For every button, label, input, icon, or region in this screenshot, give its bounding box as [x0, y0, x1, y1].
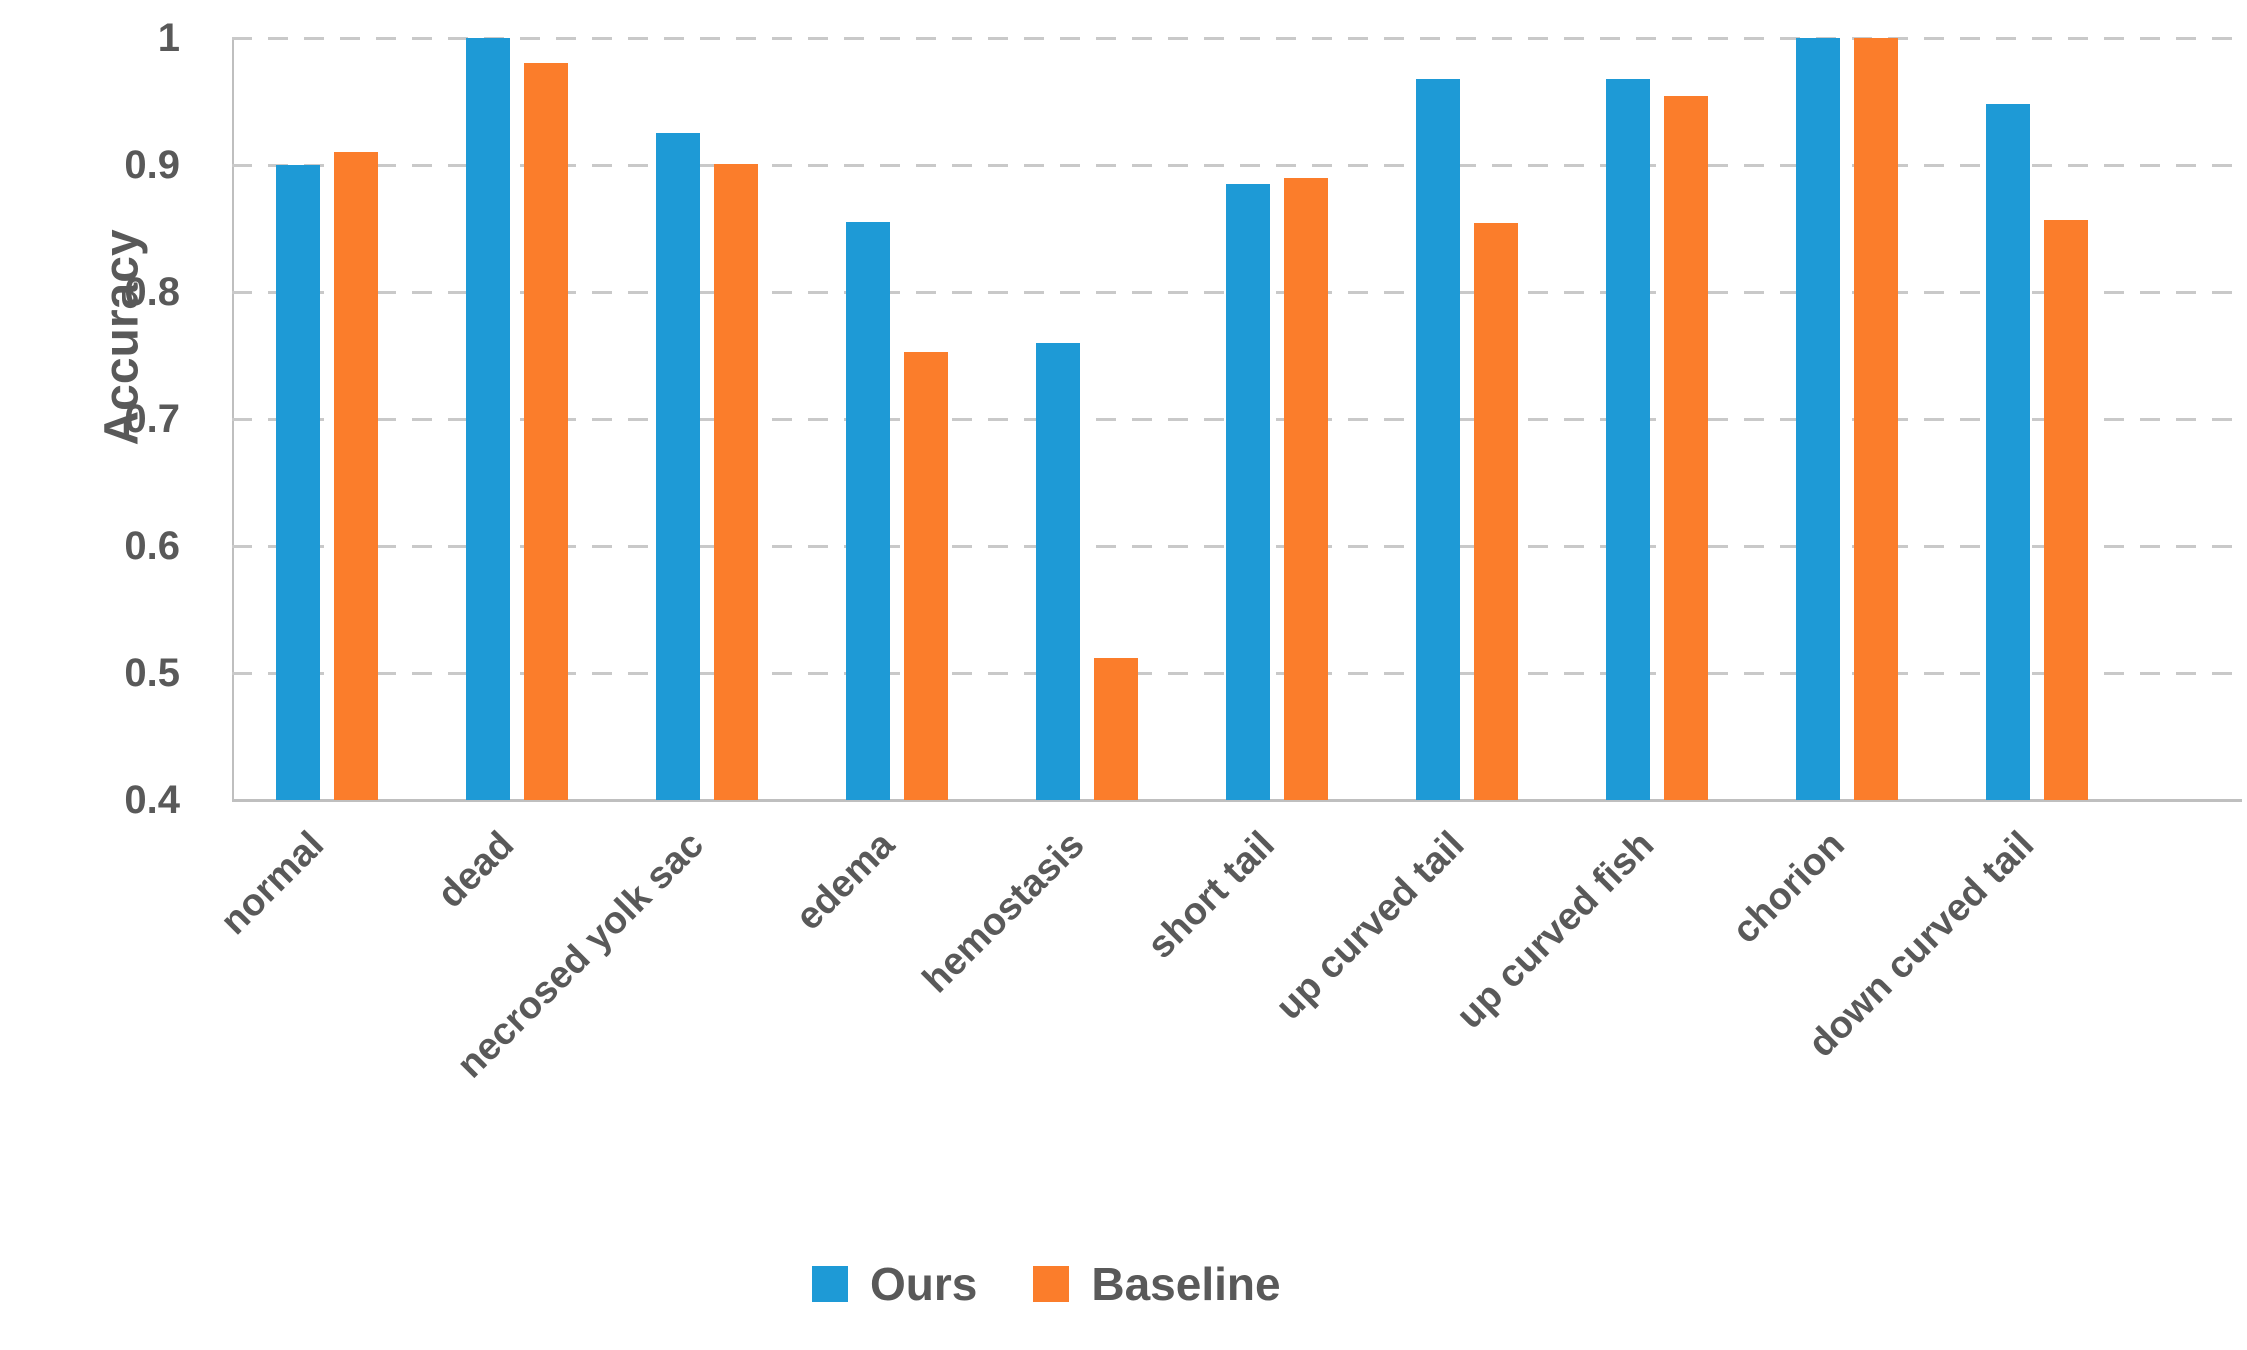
- x-tick-label: short tail: [1139, 823, 1283, 967]
- baseline-color-swatch: [1033, 1266, 1070, 1302]
- bars-area: [232, 38, 2132, 800]
- x-tick-label: up curved tail: [1268, 823, 1473, 1029]
- bar-group: [1942, 38, 2132, 800]
- bar-group: [1752, 38, 1942, 800]
- bar: [1796, 38, 1840, 800]
- bar: [1094, 657, 1138, 800]
- bar: [1854, 38, 1898, 800]
- y-tick-label: 0.7: [124, 397, 180, 441]
- bar: [1606, 78, 1650, 800]
- bar-group: [802, 38, 992, 800]
- y-tick-label: 0.6: [124, 524, 180, 568]
- bar: [1416, 78, 1460, 800]
- x-tick-label: edema: [787, 823, 903, 939]
- gridline: [232, 36, 2242, 40]
- legend-item-baseline: Baseline: [1033, 1258, 1281, 1310]
- bar: [1226, 184, 1270, 800]
- x-tick-label: up curved fish: [1449, 823, 1663, 1038]
- legend-label-baseline: Baseline: [1091, 1258, 1281, 1310]
- y-tick-label: 0.5: [124, 651, 180, 695]
- bar-group: [612, 38, 802, 800]
- x-tick-label: hemostasis: [914, 823, 1093, 1002]
- bar: [904, 351, 948, 800]
- y-tick-label: 1: [157, 16, 180, 60]
- legend-label-ours: Ours: [870, 1258, 978, 1310]
- bar: [276, 165, 320, 800]
- bar: [714, 163, 758, 800]
- x-tick-label: normal: [213, 823, 333, 943]
- bar-group: [1372, 38, 1562, 800]
- bar: [1284, 177, 1328, 800]
- x-tick-label: dead: [429, 823, 523, 917]
- bar: [1986, 104, 2030, 800]
- legend: Ours Baseline: [812, 1258, 1281, 1310]
- bar-group: [422, 38, 612, 800]
- gridline: [232, 163, 2242, 167]
- ours-color-swatch: [812, 1266, 848, 1302]
- bar: [466, 38, 510, 800]
- bar-group: [992, 38, 1182, 800]
- bar: [846, 222, 890, 800]
- bar: [1474, 223, 1518, 800]
- bar: [1036, 342, 1080, 800]
- bar: [2044, 219, 2088, 800]
- legend-item-ours: Ours: [812, 1258, 977, 1310]
- x-tick-label: chorion: [1724, 823, 1853, 952]
- bar: [334, 152, 378, 800]
- bar: [1664, 96, 1708, 800]
- bar-group: [1562, 38, 1752, 800]
- y-tick-label: 0.4: [124, 778, 180, 822]
- x-axis-line: [232, 799, 2242, 802]
- bar: [524, 63, 568, 800]
- bar-group: [232, 38, 422, 800]
- bar-group: [1182, 38, 1372, 800]
- y-tick-label: 0.8: [124, 270, 180, 314]
- bar: [656, 133, 700, 800]
- y-tick-label: 0.9: [124, 143, 180, 187]
